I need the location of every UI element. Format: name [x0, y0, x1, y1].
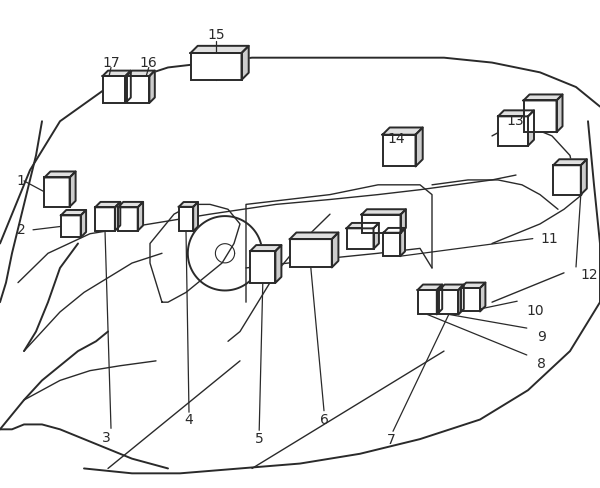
Bar: [383, 136, 415, 167]
Polygon shape: [498, 111, 534, 117]
Text: 17: 17: [102, 56, 120, 69]
Polygon shape: [193, 203, 198, 232]
Polygon shape: [415, 128, 422, 167]
Bar: [383, 233, 400, 257]
Polygon shape: [125, 71, 131, 104]
Text: 15: 15: [207, 28, 225, 42]
Bar: [461, 288, 480, 312]
Polygon shape: [44, 172, 76, 178]
Bar: [103, 77, 125, 104]
Text: 9: 9: [537, 330, 546, 344]
Text: 11: 11: [540, 231, 558, 245]
Polygon shape: [557, 95, 563, 133]
Polygon shape: [523, 95, 563, 102]
Polygon shape: [581, 160, 587, 195]
Polygon shape: [250, 245, 281, 252]
Polygon shape: [437, 285, 442, 315]
Polygon shape: [553, 160, 587, 166]
Polygon shape: [400, 228, 405, 257]
Polygon shape: [347, 224, 379, 229]
Polygon shape: [70, 172, 76, 207]
Polygon shape: [383, 128, 422, 136]
Text: 12: 12: [581, 267, 598, 281]
Text: 10: 10: [527, 303, 544, 317]
Bar: [523, 102, 557, 133]
Polygon shape: [458, 285, 464, 315]
Bar: [44, 178, 70, 207]
Polygon shape: [127, 71, 155, 77]
Text: 4: 4: [185, 412, 193, 426]
Polygon shape: [439, 285, 464, 290]
Polygon shape: [461, 283, 485, 288]
Bar: [347, 229, 373, 249]
Polygon shape: [118, 203, 143, 208]
Bar: [361, 215, 401, 234]
Polygon shape: [191, 47, 249, 54]
Polygon shape: [138, 203, 143, 231]
Polygon shape: [480, 283, 485, 312]
Polygon shape: [528, 111, 534, 146]
Polygon shape: [383, 228, 405, 233]
Text: 13: 13: [506, 114, 524, 128]
Text: 3: 3: [103, 430, 111, 444]
Bar: [191, 54, 241, 81]
Bar: [439, 290, 458, 315]
Polygon shape: [332, 233, 338, 268]
Polygon shape: [290, 233, 338, 240]
Text: 8: 8: [537, 357, 546, 370]
Text: 6: 6: [320, 412, 328, 426]
Polygon shape: [361, 210, 406, 215]
Bar: [553, 166, 581, 195]
Text: 16: 16: [140, 56, 158, 69]
Polygon shape: [103, 71, 131, 77]
Polygon shape: [115, 203, 120, 231]
Bar: [118, 208, 138, 231]
Text: 1: 1: [17, 174, 26, 187]
Bar: [250, 252, 275, 284]
Polygon shape: [61, 210, 86, 216]
Text: 14: 14: [387, 132, 405, 146]
Bar: [498, 117, 528, 146]
Text: 7: 7: [387, 432, 395, 446]
Polygon shape: [401, 210, 406, 234]
Polygon shape: [149, 71, 155, 104]
Polygon shape: [418, 285, 442, 290]
Polygon shape: [179, 203, 198, 207]
Polygon shape: [80, 210, 86, 238]
Polygon shape: [275, 245, 281, 284]
Text: 2: 2: [17, 223, 26, 236]
Polygon shape: [95, 203, 120, 208]
Bar: [418, 290, 437, 315]
Polygon shape: [241, 47, 249, 81]
Bar: [127, 77, 149, 104]
Bar: [290, 240, 332, 268]
Polygon shape: [373, 224, 379, 249]
Bar: [61, 216, 80, 238]
Bar: [179, 207, 193, 232]
Text: 5: 5: [255, 431, 263, 445]
Bar: [95, 208, 115, 231]
